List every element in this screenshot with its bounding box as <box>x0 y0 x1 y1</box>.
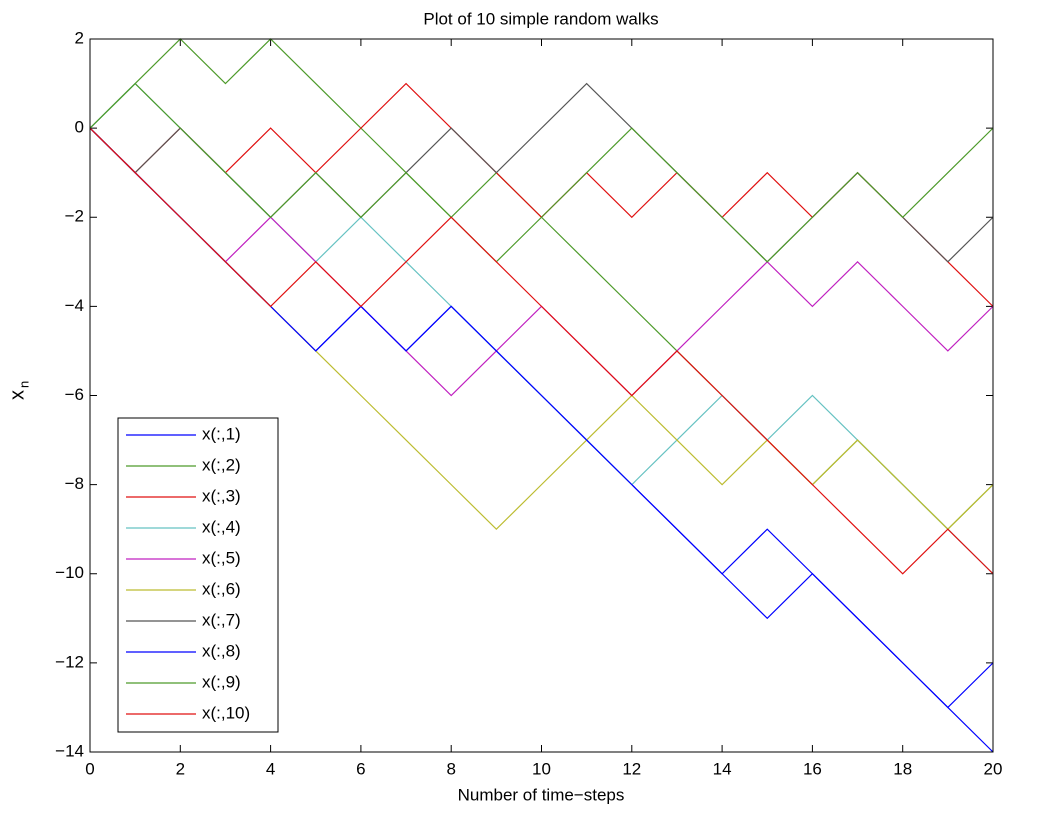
x-tick-label: 18 <box>893 759 912 778</box>
x-tick-label: 6 <box>356 759 365 778</box>
y-axis-label-subscript: n <box>16 381 31 388</box>
y-tick-label: −6 <box>65 385 84 404</box>
x-tick-label: 14 <box>713 759 732 778</box>
x-axis-label: Number of time−steps <box>458 785 625 804</box>
chart-title: Plot of 10 simple random walks <box>423 9 658 28</box>
legend-label: x(:,9) <box>202 672 241 691</box>
y-tick-label: −8 <box>65 474 84 493</box>
x-tick-label: 12 <box>622 759 641 778</box>
legend-label: x(:,6) <box>202 579 241 598</box>
legend-label: x(:,4) <box>202 517 241 536</box>
y-axis-label: x <box>6 390 28 400</box>
legend-label: x(:,2) <box>202 455 241 474</box>
legend-label: x(:,5) <box>202 548 241 567</box>
x-tick-label: 2 <box>176 759 185 778</box>
x-tick-label: 16 <box>803 759 822 778</box>
x-tick-label: 4 <box>266 759 275 778</box>
legend-label: x(:,8) <box>202 641 241 660</box>
legend-label: x(:,1) <box>202 424 241 443</box>
y-tick-label: −12 <box>55 652 84 671</box>
x-tick-label: 0 <box>85 759 94 778</box>
x-tick-label: 10 <box>532 759 551 778</box>
x-tick-label: 20 <box>984 759 1003 778</box>
legend: x(:,1) x(:,2) x(:,3) x(:,4) x(:,5) x(:,6) x(:,… <box>117 417 279 733</box>
y-tick-label: −2 <box>65 207 84 226</box>
legend-label: x(:,10) <box>202 703 250 722</box>
series-line <box>89 82 994 263</box>
legend-box <box>117 417 279 733</box>
y-tick-label: 2 <box>75 28 84 47</box>
y-tick-label: −4 <box>65 296 84 315</box>
series-line <box>89 127 994 575</box>
x-tick-label: 8 <box>446 759 455 778</box>
y-tick-label: 0 <box>75 118 84 137</box>
y-tick-label: −10 <box>55 563 84 582</box>
plot-frame <box>89 38 994 753</box>
legend-label: x(:,3) <box>202 486 241 505</box>
y-tick-label: −14 <box>55 741 84 760</box>
legend-label: x(:,7) <box>202 610 241 629</box>
